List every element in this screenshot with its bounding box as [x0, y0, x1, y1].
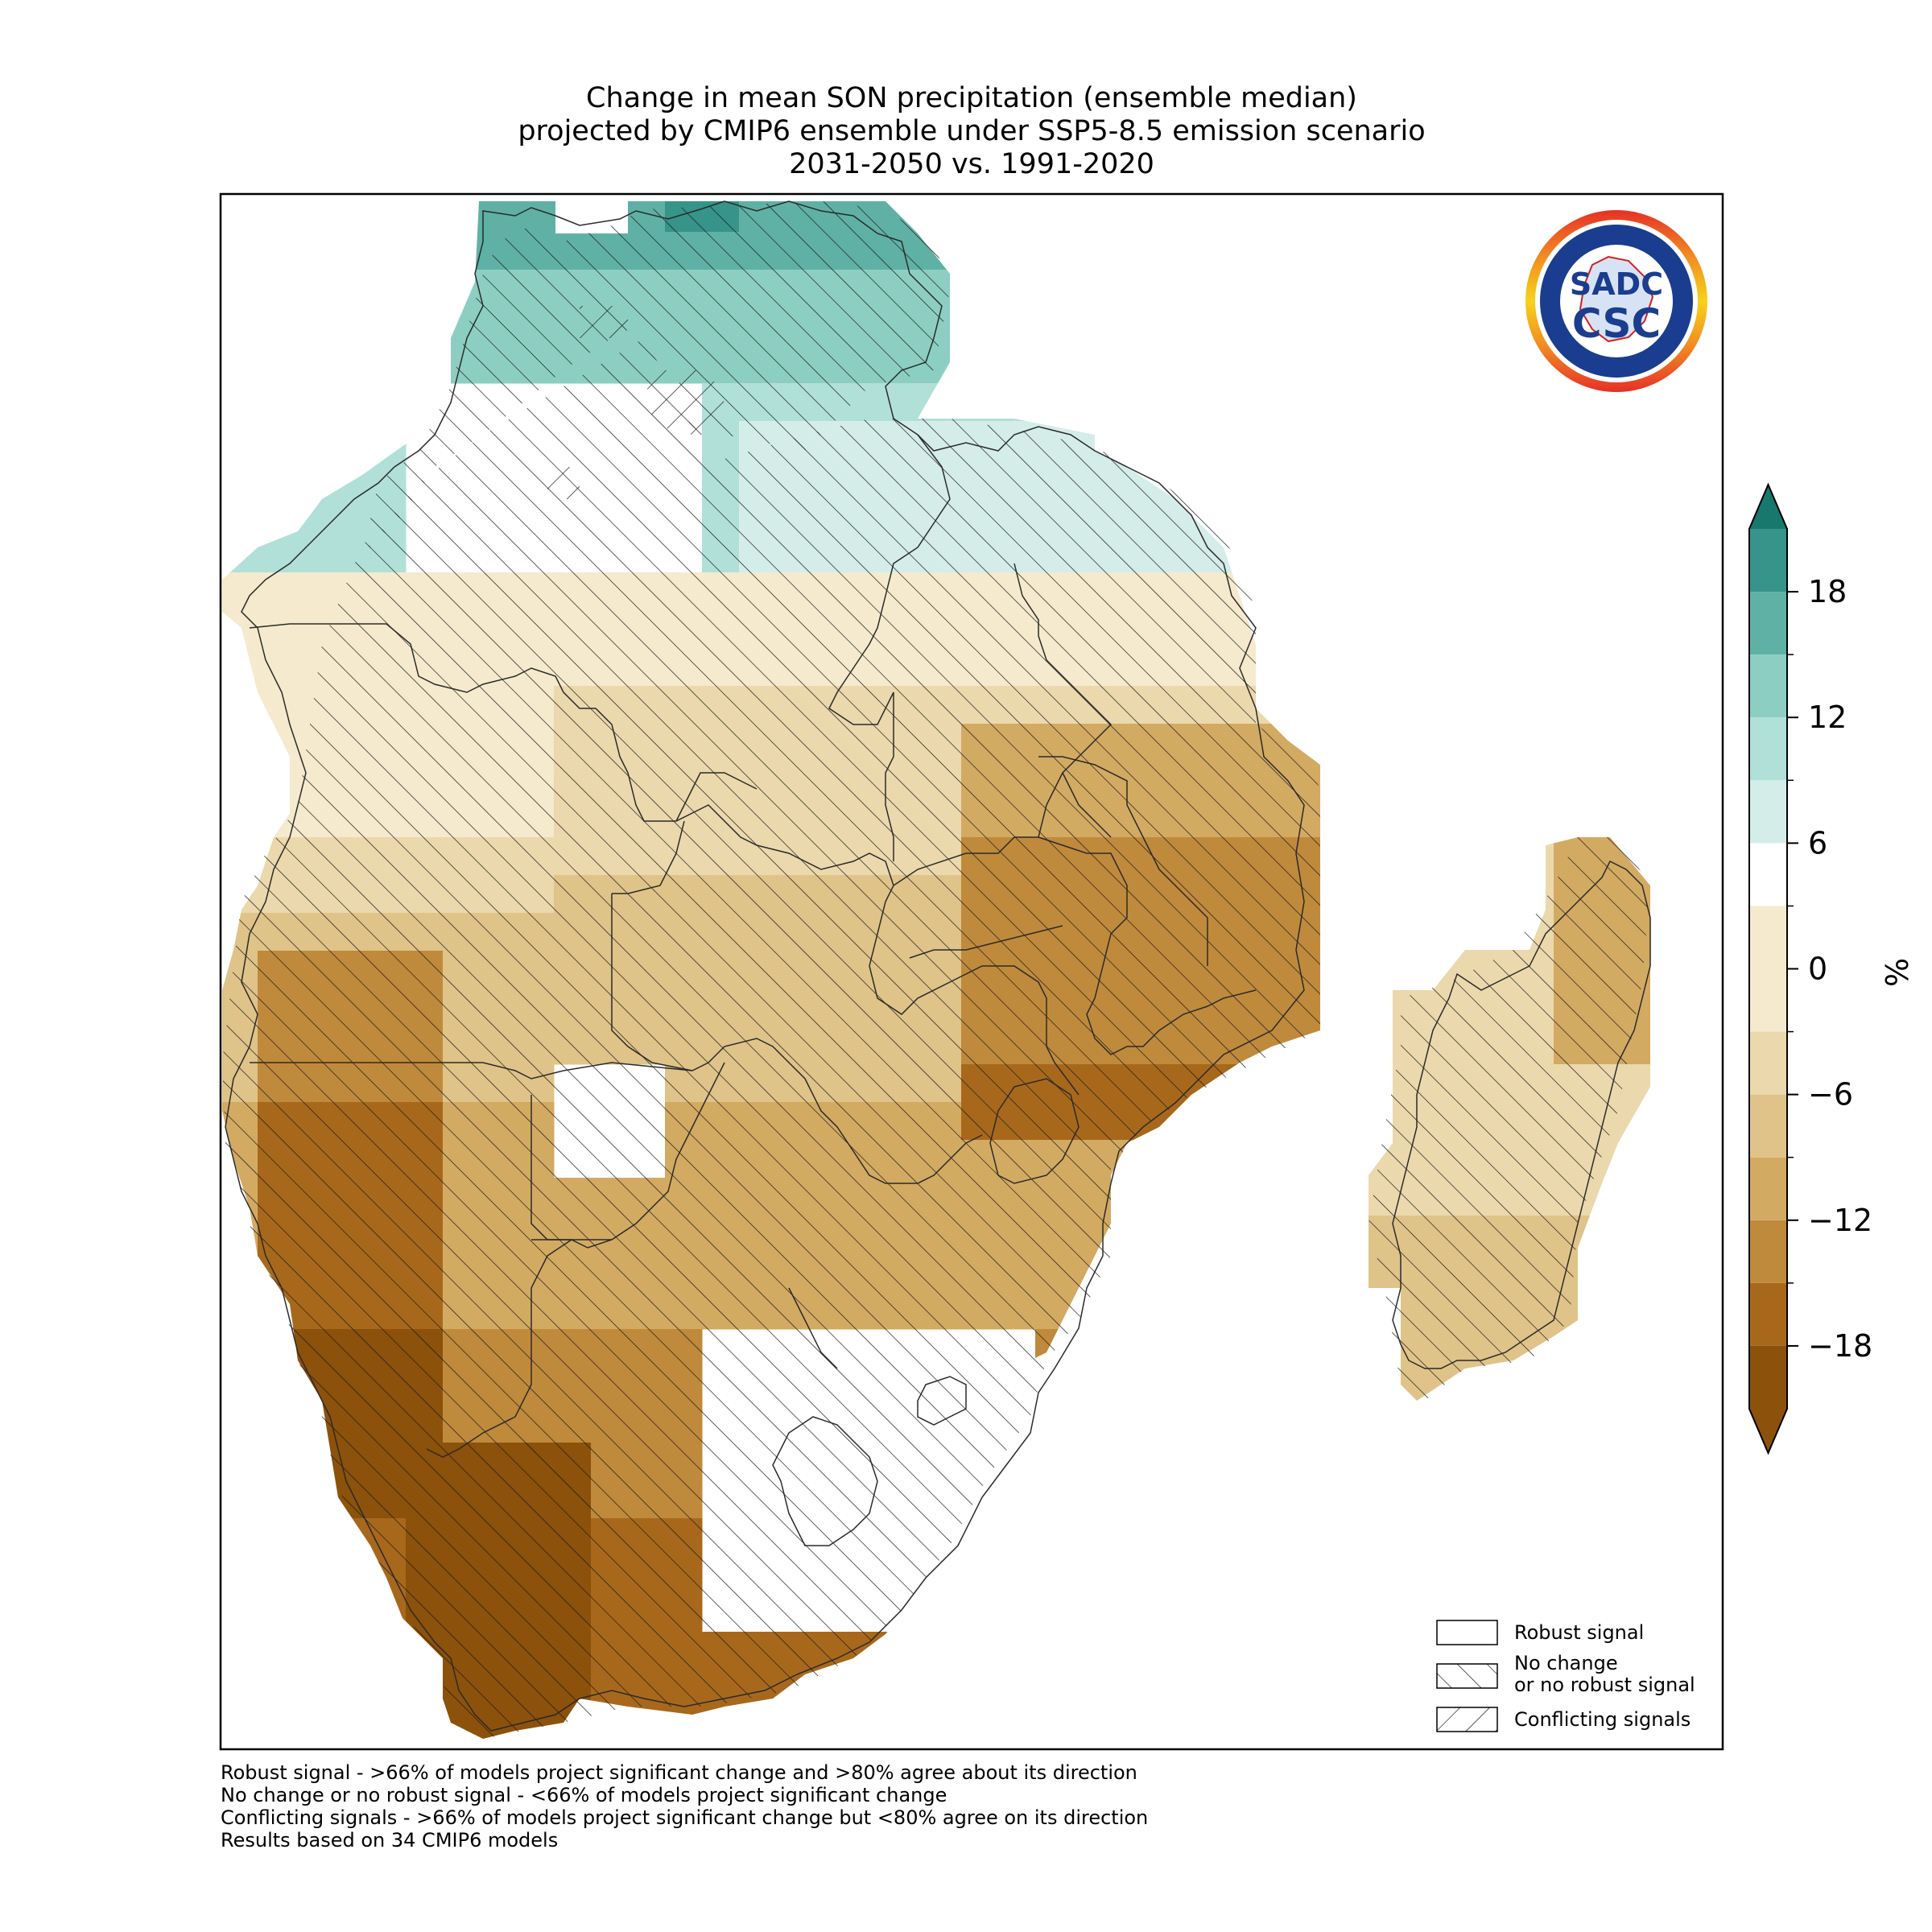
colorbar-segment	[1749, 1282, 1787, 1346]
grid-cell	[480, 201, 518, 233]
colorbar-segment	[1749, 654, 1787, 718]
grid-cell	[1702, 1745, 1740, 1784]
colorbar-segment	[1749, 780, 1787, 844]
footnote-robust: Robust signal - >66% of models project s…	[221, 1761, 1137, 1784]
colorbar-label: %	[1880, 958, 1915, 987]
grid-cell	[258, 572, 295, 611]
grid-cell	[295, 572, 332, 611]
map-axes: SADC CSC Robust signal No change or no r…	[219, 192, 1740, 1784]
grid-cell	[222, 572, 258, 611]
grid-cell	[1628, 1745, 1666, 1784]
footnote-conflicting: Conflicting signals - >66% of models pro…	[221, 1806, 1148, 1829]
legend-label-nochange-2: or no robust signal	[1514, 1674, 1695, 1696]
colorbar-tick-label: −6	[1808, 1077, 1853, 1113]
colorbar-segment	[1749, 1345, 1787, 1409]
grid-cell	[887, 383, 925, 422]
colorbar-tick-label: 6	[1808, 825, 1827, 861]
conflicting-signal-hatch	[547, 306, 724, 499]
title-line-3: 2031-2050 vs. 1991-2020	[789, 148, 1154, 180]
colorbar-tick-label: 12	[1808, 700, 1847, 735]
colorbar-segment	[1749, 529, 1787, 592]
grid-cell	[1331, 1745, 1369, 1784]
colorbar-segment	[1749, 717, 1787, 781]
grid-cell	[1554, 1745, 1591, 1784]
colorbar: 18 12 6 0 −6 −12 −18 %	[1748, 482, 1915, 1455]
logo-mark-bottom: CSC	[1572, 300, 1661, 347]
colorbar-extend-max	[1749, 485, 1787, 529]
grid-cell	[1443, 1745, 1480, 1784]
colorbar-segment	[1749, 592, 1787, 655]
country-borders	[225, 200, 1651, 1732]
grid-cell	[1220, 1745, 1258, 1784]
legend-label-conflicting: Conflicting signals	[1514, 1708, 1690, 1731]
colorbar-ticks: 18 12 6 0 −6 −12 −18	[1787, 574, 1872, 1364]
title-line-2: projected by CMIP6 ensemble under SSP5-8…	[518, 115, 1425, 147]
footnote-models: Results based on 34 CMIP6 models	[221, 1829, 558, 1852]
grid-cell	[1665, 1745, 1703, 1784]
sadc-csc-logo: SADC CSC	[1525, 210, 1707, 392]
grid-cell	[517, 201, 555, 233]
no-robust-signal-hatch	[222, 201, 1650, 1739]
footnote-nochange: No change or no robust signal - <66% of …	[221, 1784, 947, 1806]
footnotes: Robust signal - >66% of models project s…	[221, 1761, 1148, 1852]
legend-swatch-conflicting	[1436, 1707, 1498, 1732]
colorbar-segment	[1749, 1031, 1787, 1095]
grid-cell	[1406, 1745, 1443, 1784]
grid-cell	[1294, 1745, 1332, 1784]
grid-cell	[1591, 1745, 1629, 1784]
colorbar-segment	[1749, 1220, 1787, 1283]
hatch-legend: Robust signal No change or no robust sig…	[1436, 1620, 1695, 1732]
legend-label-nochange-1: No change	[1514, 1652, 1618, 1674]
grid-cell	[1480, 1745, 1517, 1784]
legend-swatch-robust	[1436, 1620, 1498, 1645]
colorbar-tick-label: 0	[1808, 952, 1827, 987]
legend-label-robust: Robust signal	[1514, 1621, 1644, 1644]
grid-cell	[1517, 1745, 1554, 1784]
grid-cell	[295, 535, 332, 573]
map-frame	[219, 192, 1724, 1751]
grid-cell	[1183, 1745, 1221, 1784]
figure-title: Change in mean SON precipitation (ensemb…	[518, 82, 1425, 180]
logo-mark-top: SADC	[1570, 266, 1663, 302]
colorbar-segments	[1748, 482, 1788, 1455]
colorbar-extend-min	[1749, 1409, 1787, 1453]
colorbar-outline	[1748, 482, 1788, 1455]
legend-swatch-nochange	[1436, 1663, 1498, 1689]
colorbar-segment	[1749, 1157, 1787, 1220]
grid-cell	[258, 610, 295, 649]
grid-cell	[1146, 1745, 1184, 1784]
colorbar-tick-label: −12	[1808, 1203, 1872, 1238]
colorbar-segment	[1749, 906, 1787, 1032]
colorbar-tick-label: −18	[1808, 1328, 1872, 1364]
colorbar-tick-label: 18	[1808, 574, 1847, 609]
colorbar-segment	[1749, 843, 1787, 906]
grid-cell	[1368, 1745, 1406, 1784]
title-line-1: Change in mean SON precipitation (ensemb…	[586, 82, 1357, 114]
colorbar-segment	[1749, 1094, 1787, 1158]
grid-cell	[1257, 1745, 1295, 1784]
